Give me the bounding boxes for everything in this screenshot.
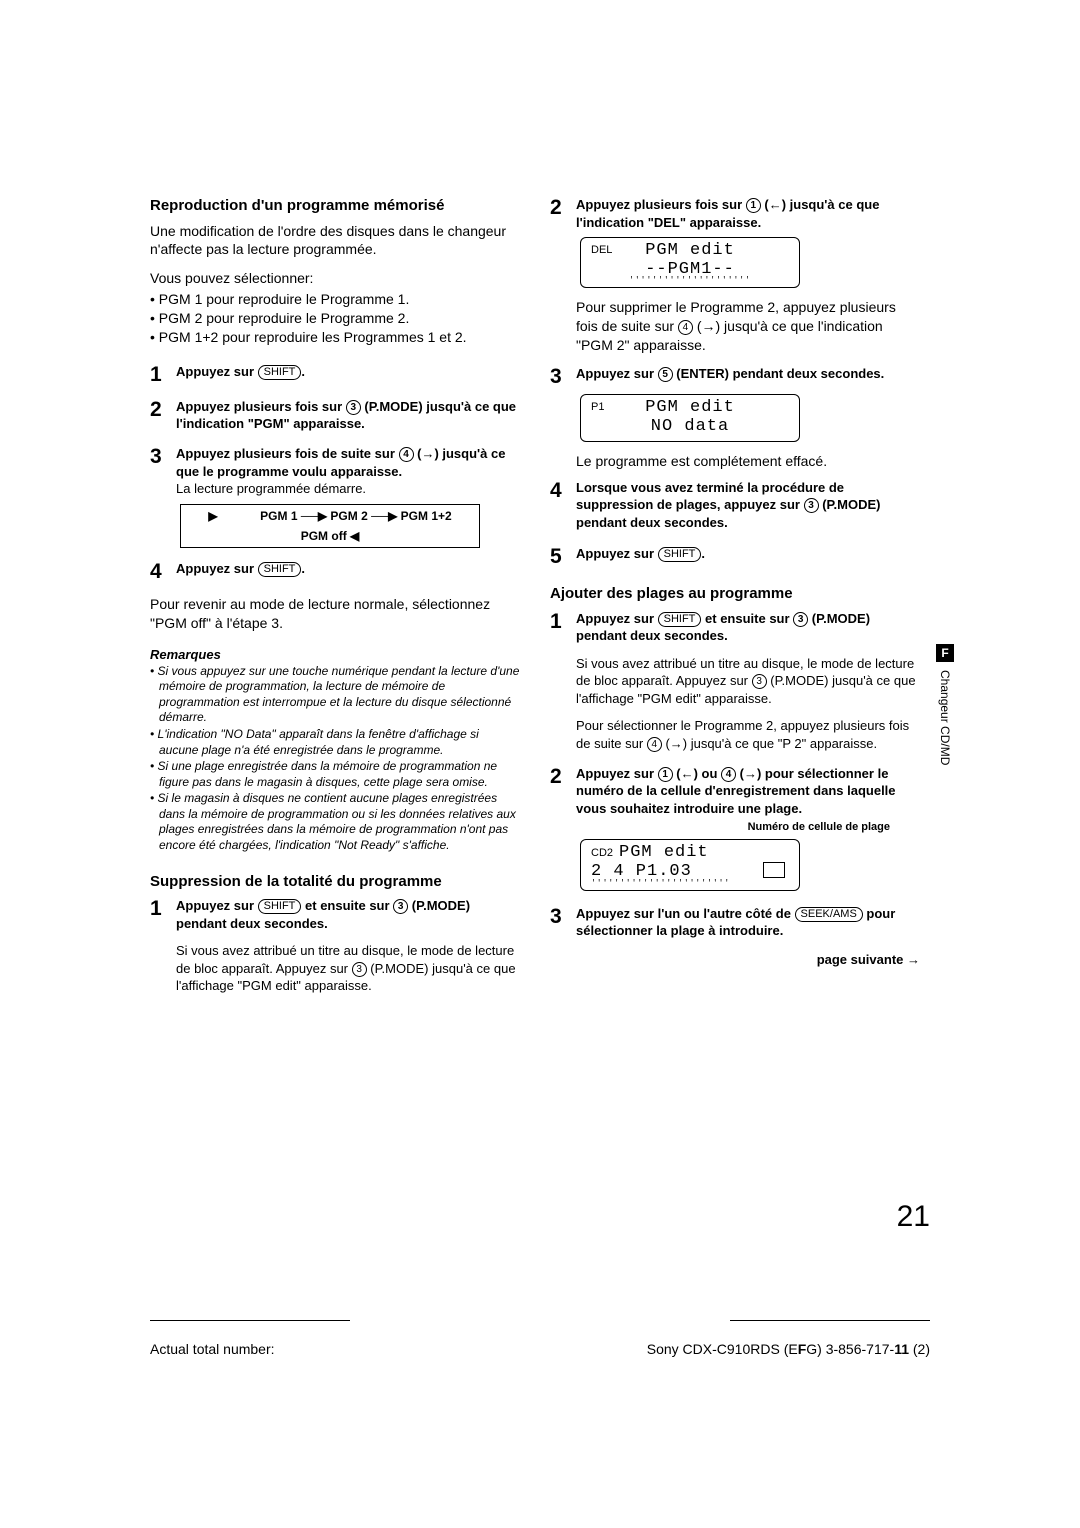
remark: • Si le magasin à disques ne contient au… xyxy=(150,791,520,853)
heading-ajouter: Ajouter des plages au programme xyxy=(550,584,920,604)
step-text: Appuyez plusieurs fois sur 3 (P.MODE) ju… xyxy=(176,398,520,433)
step-number: 3 xyxy=(550,365,568,388)
bullet: • PGM 1 pour reproduire le Programme 1. xyxy=(150,290,520,309)
heading-reproduction: Reproduction d'un programme mémorisé xyxy=(150,196,520,216)
shift-key: SHIFT xyxy=(658,612,702,627)
step-number: 2 xyxy=(550,765,568,818)
shift-key: SHIFT xyxy=(658,547,702,562)
remark: • Si vous appuyez sur une touche numériq… xyxy=(150,664,520,726)
step-number: 4 xyxy=(150,560,168,583)
shift-key: SHIFT xyxy=(258,562,302,577)
lcd-display-1: DEL PGM edit --PGM1-- ''''''''''''''''''… xyxy=(580,237,800,288)
step-number: 2 xyxy=(550,196,568,231)
step-number: 3 xyxy=(550,905,568,940)
right-column: 2 Appuyez plusieurs fois sur 1 (←) jusqu… xyxy=(550,196,920,999)
step-text: Appuyez plusieurs fois de suite sur 4 (→… xyxy=(176,445,520,498)
key-3: 3 xyxy=(346,400,361,415)
step-number: 1 xyxy=(550,610,568,753)
step-text: Appuyez sur 5 (ENTER) pendant deux secon… xyxy=(576,365,920,388)
step-text: Appuyez sur SHIFT. xyxy=(176,363,520,386)
text: Pour supprimer le Programme 2, appuyez p… xyxy=(576,298,920,355)
key-3: 3 xyxy=(804,498,819,513)
footer-left: Actual total number: xyxy=(150,1341,275,1357)
shift-key: SHIFT xyxy=(258,899,302,914)
page-number: 21 xyxy=(897,1200,930,1234)
remark: • Si une plage enregistrée dans la mémoi… xyxy=(150,759,520,790)
lcd-display-2: P1 PGM edit NO data xyxy=(580,394,800,441)
step-number: 3 xyxy=(150,445,168,498)
step-number: 4 xyxy=(550,479,568,532)
key-3: 3 xyxy=(393,899,408,914)
key-3: 3 xyxy=(352,962,367,977)
key-1: 1 xyxy=(658,767,673,782)
remarks-heading: Remarques xyxy=(150,647,520,662)
footer-right: Sony CDX-C910RDS (EFG) 3-856-717-11 (2) xyxy=(647,1341,930,1357)
key-4: 4 xyxy=(678,320,693,335)
footer-rule xyxy=(150,1320,350,1321)
key-4: 4 xyxy=(399,447,414,462)
footer: Actual total number: Sony CDX-C910RDS (E… xyxy=(150,1340,930,1357)
step-text: Appuyez sur SHIFT et ensuite sur 3 (P.MO… xyxy=(576,610,920,753)
left-column: Reproduction d'un programme mémorisé Une… xyxy=(150,196,520,999)
step-text: Lorsque vous avez terminé la procédure d… xyxy=(576,479,920,532)
key-4: 4 xyxy=(721,767,736,782)
section-label: Changeur CD/MD xyxy=(938,670,952,765)
step-text: Appuyez sur SHIFT et ensuite sur 3 (P.MO… xyxy=(176,897,520,995)
step-text: Appuyez sur SHIFT. xyxy=(176,560,520,583)
text: Pour revenir au mode de lecture normale,… xyxy=(150,595,520,633)
shift-key: SHIFT xyxy=(258,365,302,380)
section-tab: F xyxy=(936,644,954,662)
step-number: 1 xyxy=(150,363,168,386)
step-text: Appuyez sur l'un ou l'autre côté de SEEK… xyxy=(576,905,920,940)
flow-diagram: ▶PGM 1 ──▶ PGM 2 ──▶ PGM 1+2 PGM off ◀ xyxy=(180,504,480,548)
step-number: 1 xyxy=(150,897,168,995)
continue-link: page suivante → xyxy=(550,952,920,967)
text: Le programme est complétement effacé. xyxy=(576,452,920,471)
step-text: Appuyez sur SHIFT. xyxy=(576,545,920,568)
footer-rule xyxy=(730,1320,930,1321)
step-text: Appuyez plusieurs fois sur 1 (←) jusqu'à… xyxy=(576,196,920,231)
step-number: 5 xyxy=(550,545,568,568)
key-1: 1 xyxy=(746,198,761,213)
remark: • L'indication "NO Data" apparaît dans l… xyxy=(150,727,520,758)
text: Une modification de l'ordre des disques … xyxy=(150,222,520,260)
key-5: 5 xyxy=(658,367,673,382)
key-3: 3 xyxy=(752,674,767,689)
lcd-display-3: CD2 PGM edit 2 4 P1.03 '''''''''''''''''… xyxy=(580,839,800,890)
heading-suppression: Suppression de la totalité du programme xyxy=(150,872,520,892)
cell-number-label: Numéro de cellule de plage xyxy=(580,821,920,833)
step-number: 2 xyxy=(150,398,168,433)
key-3: 3 xyxy=(793,612,808,627)
bullet: • PGM 2 pour reproduire le Programme 2. xyxy=(150,309,520,328)
step-text: Appuyez sur 1 (←) ou 4 (→) pour sélectio… xyxy=(576,765,920,818)
key-4: 4 xyxy=(647,737,662,752)
seek-key: SEEK/AMS xyxy=(795,907,863,922)
text: Vous pouvez sélectionner: xyxy=(150,269,520,288)
bullet: • PGM 1+2 pour reproduire les Programmes… xyxy=(150,328,520,347)
